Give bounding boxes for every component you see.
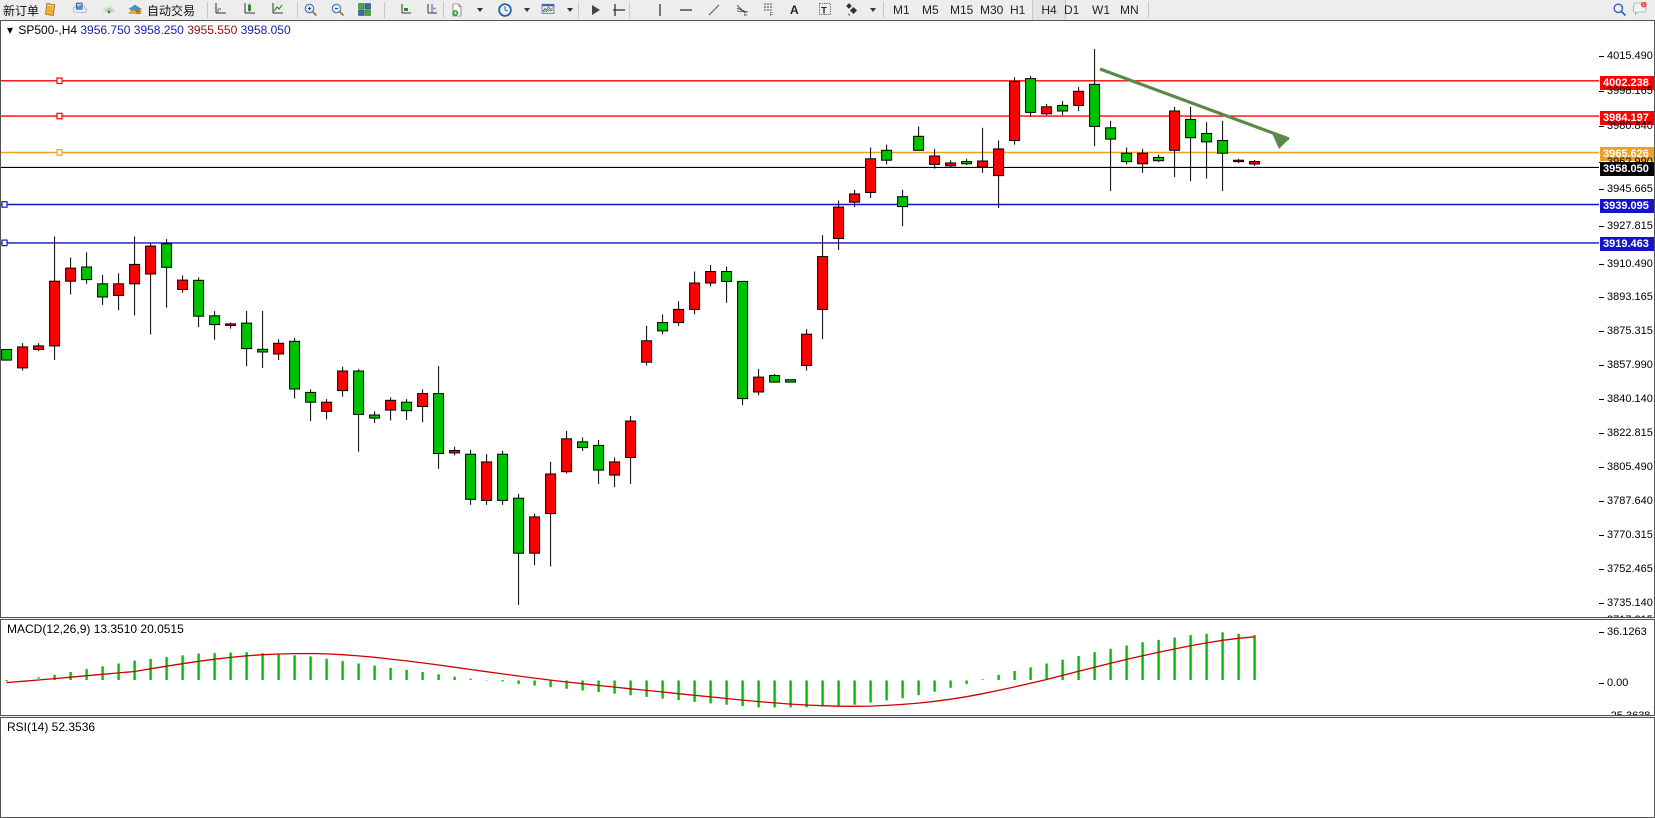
- svg-text:T: T: [821, 6, 827, 16]
- svg-text:F: F: [770, 12, 773, 18]
- svg-text:E: E: [744, 12, 748, 18]
